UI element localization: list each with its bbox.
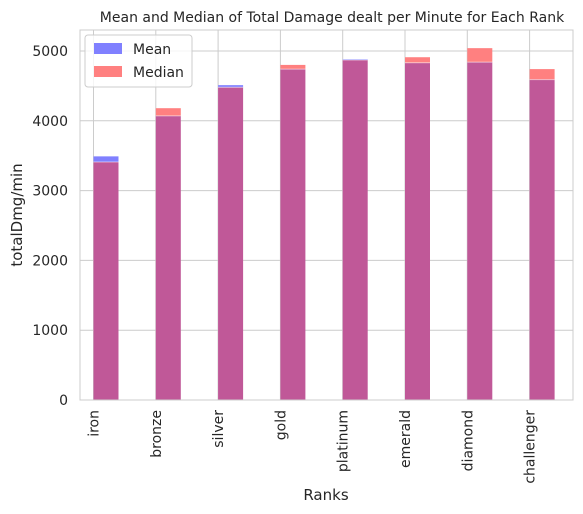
bar-median-excess-emerald xyxy=(405,57,430,63)
y-tick-label: 5000 xyxy=(32,44,68,60)
y-tick-label: 3000 xyxy=(32,184,68,200)
legend-label-median: Median xyxy=(133,65,184,81)
bar-overlap-challenger xyxy=(529,79,555,400)
x-tick-label-challenger: challenger xyxy=(523,410,539,484)
y-tick-label: 2000 xyxy=(32,253,68,269)
x-tick-label-iron: iron xyxy=(87,410,103,437)
bar-overlap-platinum xyxy=(342,60,368,401)
legend: Mean Median xyxy=(84,34,193,88)
bars xyxy=(93,48,555,401)
x-tick-label-emerald: emerald xyxy=(398,410,414,468)
y-tick-labels: 0 1000 2000 3000 4000 5000 xyxy=(32,44,68,409)
x-tick-label-platinum: platinum xyxy=(336,410,352,472)
x-tick-labels: iron bronze silver gold platinum emerald diamo… xyxy=(87,410,539,484)
legend-label-mean: Mean xyxy=(133,42,171,58)
x-tick-label-silver: silver xyxy=(211,410,227,448)
bar-overlap-silver xyxy=(218,87,244,400)
y-tick-label: 4000 xyxy=(32,114,68,130)
bar-overlap-bronze xyxy=(155,115,181,401)
y-tick-label: 0 xyxy=(59,393,68,409)
bar-overlap-gold xyxy=(280,69,306,401)
legend-swatch-mean xyxy=(94,43,122,54)
plot-frame xyxy=(79,29,574,401)
bar-mean-excess-iron xyxy=(93,156,119,162)
x-tick-label-diamond: diamond xyxy=(460,410,476,471)
bar-median-excess-diamond xyxy=(467,48,493,63)
x-tick-label-bronze: bronze xyxy=(149,410,165,458)
bar-median-excess-challenger xyxy=(529,69,555,80)
bar-overlap-diamond xyxy=(467,62,493,400)
x-tick-label-gold: gold xyxy=(273,410,289,440)
bar-median-excess-bronze xyxy=(155,108,181,116)
bar-overlap-emerald xyxy=(405,62,430,401)
bar-overlap-iron xyxy=(93,161,119,400)
bar-median-excess-gold xyxy=(280,64,306,70)
chart-title: Mean and Median of Total Damage dealt pe… xyxy=(100,10,565,26)
legend-swatch-median xyxy=(94,66,122,77)
bar-mean-excess-silver xyxy=(218,85,244,88)
x-axis-label: Ranks xyxy=(303,486,348,504)
y-tick-label: 1000 xyxy=(32,323,68,339)
y-axis-label: totalDmg/min xyxy=(8,163,26,266)
